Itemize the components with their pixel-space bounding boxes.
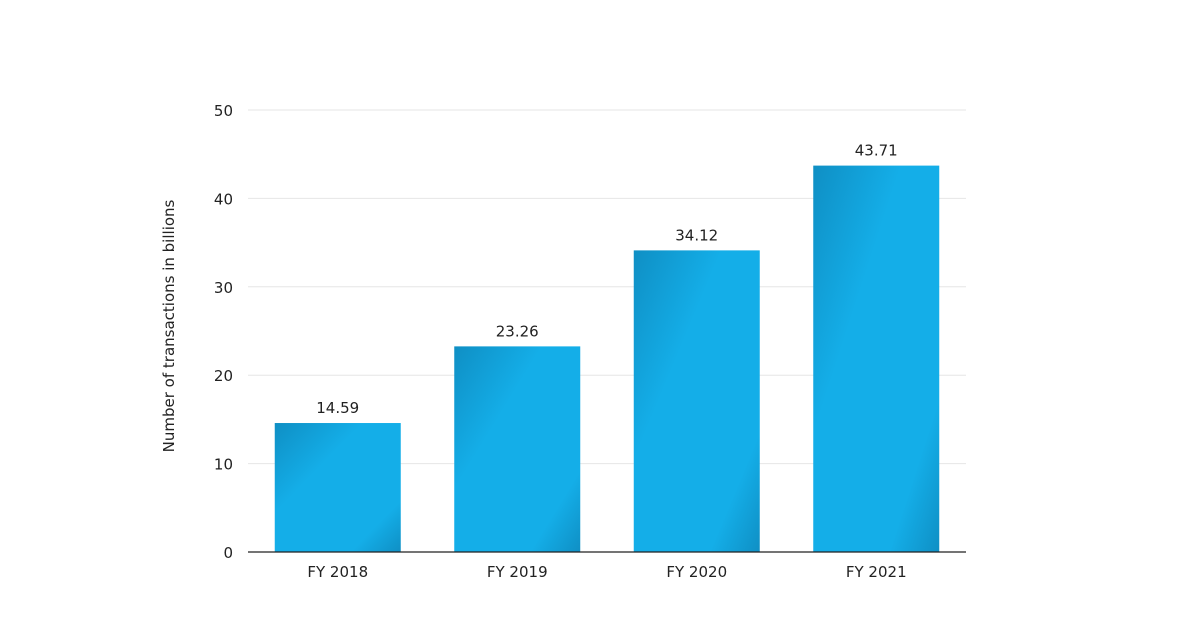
y-tick-label: 0: [223, 544, 233, 562]
y-tick-label: 10: [214, 456, 233, 474]
y-tick-label: 40: [214, 190, 233, 208]
data-label: 43.71: [855, 142, 898, 160]
x-tick-label: FY 2021: [846, 563, 907, 581]
bar-fy-2020: [633, 250, 760, 552]
x-tick-label: FY 2019: [487, 563, 548, 581]
data-label: 14.59: [316, 399, 359, 417]
y-tick-label: 30: [214, 279, 233, 297]
bar-fy-2021: [813, 165, 940, 552]
y-axis-ticks: 0 10 20 30 40 50: [214, 102, 233, 562]
data-labels: 14.59 23.26 34.12 43.71: [316, 142, 897, 417]
x-axis-ticks: FY 2018 FY 2019 FY 2020 FY 2021: [307, 563, 906, 581]
bars: [274, 165, 940, 552]
data-label: 34.12: [675, 226, 718, 244]
bar-fy-2018: [274, 423, 401, 552]
x-tick-label: FY 2020: [666, 563, 727, 581]
data-label: 23.26: [496, 322, 539, 340]
x-tick-label: FY 2018: [307, 563, 368, 581]
y-tick-label: 50: [214, 102, 233, 120]
bar-fy-2019: [454, 346, 581, 552]
y-axis-title: Number of transactions in billions: [160, 199, 178, 452]
y-tick-label: 20: [214, 367, 233, 385]
